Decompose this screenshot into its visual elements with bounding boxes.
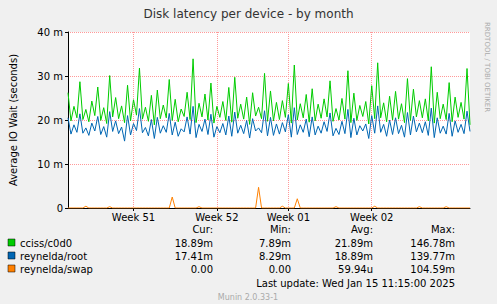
svg-text:Average IO Wait (seconds): Average IO Wait (seconds) (8, 54, 19, 186)
svg-text:18.89m: 18.89m (335, 251, 373, 262)
svg-text:Last update: Wed Jan 15 11:15:: Last update: Wed Jan 15 11:15:00 2025 (256, 278, 455, 289)
svg-text:40 m: 40 m (37, 27, 63, 38)
svg-text:10 m: 10 m (37, 159, 63, 170)
svg-text:Week 52: Week 52 (195, 212, 238, 223)
svg-text:8.29m: 8.29m (259, 251, 291, 262)
svg-text:17.41m: 17.41m (175, 251, 213, 262)
svg-text:18.89m: 18.89m (175, 238, 213, 249)
svg-text:21.89m: 21.89m (335, 238, 373, 249)
svg-text:Avg:: Avg: (351, 224, 373, 235)
svg-text:RRDTOOL / TOBI OETIKER: RRDTOOL / TOBI OETIKER (483, 22, 491, 112)
svg-text:Cur:: Cur: (192, 224, 213, 235)
svg-text:Min:: Min: (270, 224, 291, 235)
svg-text:20 m: 20 m (37, 115, 63, 126)
svg-text:Max:: Max: (431, 224, 455, 235)
svg-text:reynelda/root: reynelda/root (20, 251, 87, 262)
svg-text:0.00: 0.00 (269, 264, 291, 275)
svg-text:Week 51: Week 51 (112, 212, 155, 223)
svg-text:Week 01: Week 01 (267, 212, 310, 223)
svg-text:59.94u: 59.94u (338, 264, 373, 275)
svg-text:cciss/c0d0: cciss/c0d0 (20, 238, 72, 249)
svg-text:0: 0 (57, 203, 63, 214)
svg-text:139.77m: 139.77m (410, 251, 455, 262)
svg-text:146.78m: 146.78m (410, 238, 455, 249)
svg-text:0.00: 0.00 (191, 264, 213, 275)
svg-text:30 m: 30 m (37, 71, 63, 82)
svg-text:7.89m: 7.89m (259, 238, 291, 249)
svg-text:Munin 2.0.33-1: Munin 2.0.33-1 (218, 293, 278, 302)
svg-text:reynelda/swap: reynelda/swap (20, 264, 93, 275)
svg-text:104.59m: 104.59m (410, 264, 455, 275)
svg-text:Disk latency per device - by m: Disk latency per device - by month (143, 7, 353, 21)
svg-text:Week 02: Week 02 (350, 212, 393, 223)
